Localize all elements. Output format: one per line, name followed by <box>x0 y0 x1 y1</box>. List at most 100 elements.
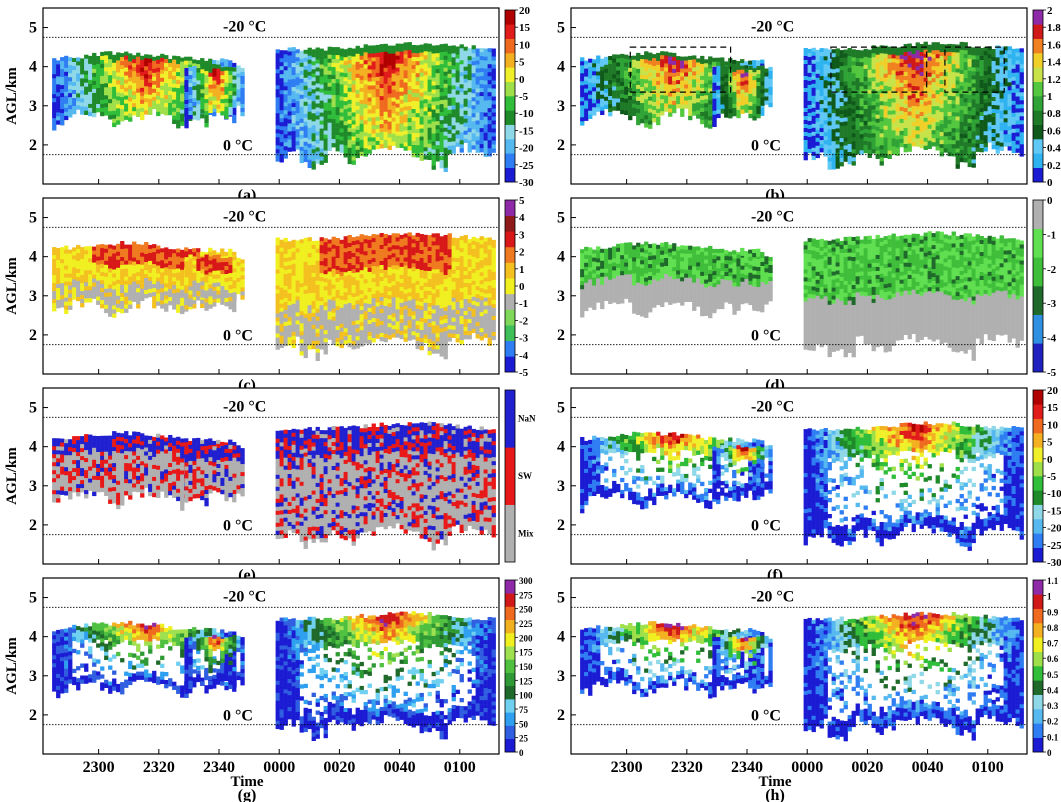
y-tick-label: 5 <box>29 210 37 227</box>
colorbar-segment <box>505 293 515 310</box>
colorbar-tick-label: 1 <box>519 264 525 276</box>
y-tick-label: 5 <box>29 590 37 607</box>
colorbar-tick-label: 1.8 <box>1047 22 1061 34</box>
colorbar-tick-label: 175 <box>519 648 533 658</box>
colorbar-segment <box>1033 286 1043 315</box>
colorbar-tick-label: 15 <box>519 22 531 34</box>
colorbar-tick-label: 1.4 <box>1047 57 1061 69</box>
colorbar-segment <box>505 67 515 82</box>
colorbar-tick-label: 275 <box>519 590 533 600</box>
colorbar-tick-label: -5 <box>519 367 529 379</box>
x-tick-label: 0020 <box>323 759 355 776</box>
x-tick-label: 0040 <box>384 759 416 776</box>
colorbar-tick-label: 1.1 <box>1047 576 1059 586</box>
panel-b: -20 °C0 °C2345(b)21.81.61.41.210.80.60.4… <box>557 5 1061 204</box>
colorbar-segment <box>1033 433 1043 448</box>
y-tick-label: 4 <box>557 249 565 266</box>
plot-frame <box>570 387 1028 565</box>
dashed-box <box>944 46 1005 93</box>
y-tick-label: 3 <box>29 288 37 305</box>
colorbar-tick-label: 0.8 <box>1047 623 1059 633</box>
y-tick-label: 3 <box>557 98 565 115</box>
zero-label: 0 °C <box>751 328 781 345</box>
colorbar-segment <box>1033 67 1043 82</box>
colorbar-tick-label: 0.1 <box>1047 732 1059 742</box>
minus20-label: -20 °C <box>223 208 266 225</box>
data-field <box>580 41 1024 170</box>
colorbar-segment <box>1033 737 1043 753</box>
colorbar-category-label: SW <box>518 471 532 481</box>
zero-label: 0 °C <box>751 708 781 725</box>
colorbar-segment <box>505 340 515 357</box>
colorbar-segment <box>1033 694 1043 710</box>
plot-frame <box>42 7 500 185</box>
y-tick-label: 4 <box>29 629 37 646</box>
colorbar-segment <box>1033 476 1043 491</box>
y-tick-label: 2 <box>29 327 37 344</box>
colorbar-segment <box>1033 200 1043 229</box>
colorbar-segment <box>1033 314 1043 344</box>
plot-frame <box>570 197 1028 375</box>
colorbar-segment <box>505 699 515 713</box>
colorbar-segment <box>1033 257 1043 287</box>
colorbar-segment <box>1033 547 1043 563</box>
colorbar-segment <box>505 167 515 183</box>
colorbar-segment <box>1033 418 1043 434</box>
colorbar-segment <box>505 96 515 111</box>
colorbar-segment <box>1033 666 1043 681</box>
dashed-box <box>629 46 732 93</box>
colorbar-segment <box>505 278 515 295</box>
x-tick-label: 0040 <box>912 759 944 776</box>
colorbar-segment <box>505 38 515 54</box>
x-tick-label: 2300 <box>83 759 115 776</box>
colorbar-tick-label: -5 <box>519 91 529 103</box>
y-tick-label: 4 <box>557 439 565 456</box>
colorbar-tick-label: 1.6 <box>1047 39 1061 51</box>
colorbar: 2 1.8 1.6 1.4 1.2 1 0.8 0.6 0.4 0.2 0 <box>1032 5 1061 189</box>
colorbar-segment <box>505 24 515 39</box>
data-field <box>580 231 1024 361</box>
colorbar-tick-label: 5 <box>519 57 525 69</box>
colorbar-tick-label: 225 <box>519 619 533 629</box>
colorbar-segment <box>505 659 515 673</box>
y-tick-label: 2 <box>29 517 37 534</box>
panel-label: (h) <box>765 787 785 802</box>
colorbar-segment <box>505 81 515 97</box>
colorbar-segment <box>1033 580 1043 595</box>
colorbar-tick-label: -1 <box>519 298 528 310</box>
colorbar-segment <box>505 712 515 726</box>
colorbar-tick-label: -4 <box>519 350 529 362</box>
colorbar-tick-label: 0.6 <box>1047 654 1059 664</box>
colorbar-segment <box>1033 447 1043 462</box>
y-tick-label: 2 <box>557 517 565 534</box>
colorbar-tick-label: 0.7 <box>1047 639 1059 649</box>
colorbar-tick-label: -25 <box>1047 540 1061 552</box>
colorbar: 1.1 1 0.9 0.8 0.7 0.6 0.5 0.4 0.3 0.2 0.1 0 <box>1032 576 1059 758</box>
colorbar: 5 4 3 2 1 0 -1 -2 -3 -4 -5 <box>504 195 529 379</box>
plot-frame <box>570 577 1028 755</box>
colorbar-tick-label: 2 <box>519 247 525 259</box>
colorbar-segment <box>505 646 515 660</box>
y-tick-label: 3 <box>557 668 565 685</box>
y-tick-label: 5 <box>557 590 565 607</box>
colorbar-tick-label: 0.3 <box>1047 701 1059 711</box>
colorbar-segment <box>505 504 515 563</box>
colorbar-tick-label: -15 <box>519 125 534 137</box>
colorbar-segment <box>1033 53 1043 68</box>
x-tick-label: 2340 <box>203 759 235 776</box>
colorbar-tick-label: 10 <box>1047 419 1059 431</box>
y-tick-label: 5 <box>557 210 565 227</box>
colorbar-frame <box>1032 199 1044 373</box>
colorbar: 0 -1 -2 -3 -4 -5 <box>1032 195 1057 379</box>
y-tick-label: 4 <box>29 439 37 456</box>
x-axis-label: Time <box>758 774 791 790</box>
colorbar-segment <box>505 139 515 154</box>
colorbar-segment <box>1033 167 1043 183</box>
colorbar-segment <box>1033 608 1043 624</box>
x-tick-label: 2340 <box>731 759 763 776</box>
x-tick-label: 0000 <box>791 759 823 776</box>
colorbar-tick-label: 5 <box>519 195 525 207</box>
panel-f: -20 °C0 °C2345(f)20151050-5-10-15-20-25-… <box>557 385 1061 584</box>
